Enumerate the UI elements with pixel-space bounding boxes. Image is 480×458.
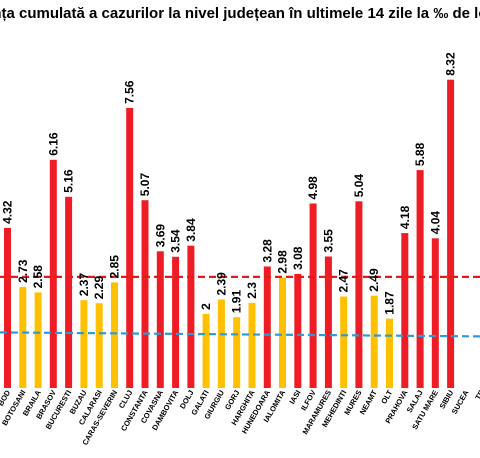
- value-label: 3.54: [169, 229, 183, 253]
- value-label: 5.88: [413, 142, 427, 166]
- category-labels-layer: BODBOTOSANIBRAILABRASOVBUCURESTIBUZAUCAL…: [0, 388, 480, 447]
- threshold-line: [0, 331, 480, 338]
- bar-satu-mare: [431, 238, 439, 388]
- value-label: 4.98: [306, 176, 320, 200]
- bar-galati: [202, 313, 210, 388]
- threshold-lines-layer: [0, 275, 480, 338]
- value-labels-layer: 4.32 2.73 2.58 6.165.16 2.37 2.292.85 7.56 5.07…: [1, 52, 458, 315]
- bar-salaj: [416, 170, 424, 388]
- bar-brasov: [49, 159, 57, 388]
- value-label: 2.85: [108, 255, 122, 279]
- value-label: 8.32: [444, 52, 458, 76]
- bar-gorj: [233, 317, 241, 388]
- value-label: 2.58: [31, 265, 45, 289]
- bar-dambovita: [172, 256, 180, 388]
- bar-ialomita: [279, 277, 286, 388]
- value-label: 1.87: [383, 291, 397, 315]
- bar-botosani: [19, 286, 27, 388]
- bar-bucuresti: [65, 196, 73, 388]
- value-label: 3.08: [291, 246, 305, 270]
- category-label: OLT: [379, 388, 394, 405]
- value-label: 4.32: [1, 200, 15, 224]
- value-label: 2.29: [92, 276, 106, 300]
- bar-mures: [355, 201, 363, 388]
- bar-braila: [34, 292, 42, 388]
- value-label: 2.3: [245, 282, 259, 299]
- value-label: 5.04: [352, 174, 366, 198]
- value-label: 1.91: [230, 290, 244, 314]
- value-label: 2.39: [214, 272, 228, 296]
- bar-calarasi: [95, 303, 103, 388]
- bar-ilfov: [309, 203, 317, 388]
- bar-iasi: [294, 273, 302, 388]
- value-label: 3.69: [153, 224, 167, 248]
- chart-title-text: ența cumulată a cazurilor la nivel județ…: [0, 5, 480, 22]
- bar-maramures: [324, 256, 332, 388]
- bar-giurgiu: [217, 299, 225, 388]
- bar-prahova: [401, 233, 409, 388]
- bar-bod: [4, 227, 11, 388]
- bar-mehedinti: [340, 296, 348, 388]
- chart-title: ența cumulată a cazurilor la nivel județ…: [0, 2, 480, 26]
- bar-sibiu: [447, 79, 455, 388]
- value-label: 2.37: [77, 273, 91, 297]
- bar-caras-severin: [111, 282, 118, 388]
- value-label: 6.16: [46, 132, 60, 156]
- bar-cluj: [126, 107, 134, 389]
- value-label: 2.98: [276, 250, 290, 274]
- value-label: 5.07: [138, 173, 152, 197]
- value-label: 3.28: [260, 239, 274, 263]
- value-label: 4.04: [428, 211, 442, 235]
- bar-harghita: [248, 302, 256, 388]
- bar-hunedoara: [263, 266, 271, 388]
- value-label: 2.47: [337, 269, 351, 293]
- bar-dolj: [187, 245, 195, 388]
- value-label: 4.18: [398, 205, 412, 229]
- category-label: TE: [473, 389, 480, 402]
- bar-constanta: [141, 200, 149, 388]
- value-label: 3.55: [321, 229, 335, 253]
- value-label: 2.73: [16, 259, 30, 283]
- value-label: 2.49: [367, 268, 381, 292]
- category-label: IASI: [287, 389, 302, 406]
- value-label: 2: [199, 303, 213, 310]
- bars-layer: [4, 79, 455, 389]
- value-label: 5.16: [62, 169, 76, 193]
- bar-neamt: [370, 295, 378, 388]
- bar-buzau: [80, 300, 88, 388]
- bar-olt: [386, 318, 393, 388]
- value-label: 7.56: [123, 80, 137, 104]
- bar-covasna: [156, 251, 164, 388]
- value-label: 3.84: [184, 218, 198, 242]
